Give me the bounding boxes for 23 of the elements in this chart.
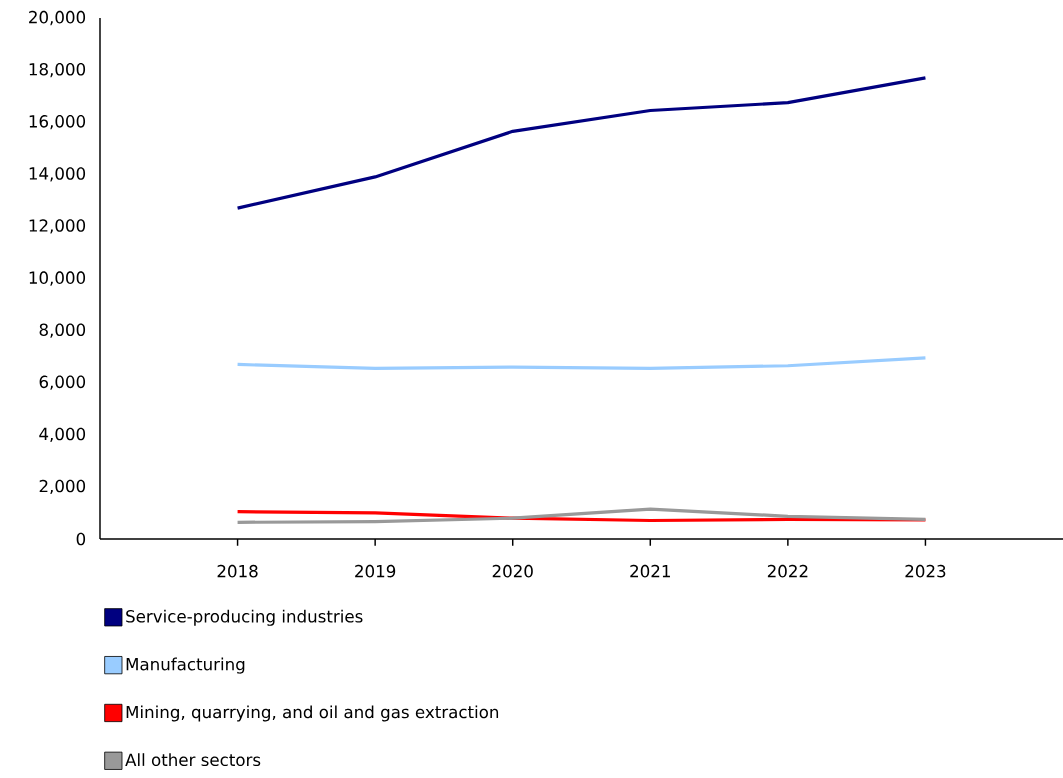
y-tick-label: 16,000 [29,115,86,130]
y-tick-label: 0 [76,532,86,546]
x-tick-label: 2019 [355,564,396,578]
line-series [235,76,928,210]
y-tick-label: 10,000 [29,271,86,286]
x-tick-label: 2018 [217,564,258,578]
legend-label: Mining, quarrying, and oil and gas extraction [126,705,499,722]
x-tick-label: 2023 [905,564,946,578]
y-tick-label: 4,000 [39,427,86,442]
y-tick-label: 8,000 [39,323,86,338]
y-tick-label: 20,000 [29,10,86,26]
legend-label: All other sectors [125,753,261,767]
legend-label: Service-producing industries [126,609,363,626]
x-tick-label: 2022 [767,564,808,578]
y-tick-label: 2,000 [39,479,86,495]
y-tick-label: 18,000 [29,62,86,78]
legend-label: Manufacturing [126,657,245,674]
y-tick-label: 12,000 [29,219,86,234]
x-tick-label: 2020 [492,564,533,578]
y-tick-label: 14,000 [29,167,86,182]
line-series [235,356,928,370]
x-tick-label: 2021 [630,564,670,578]
y-tick-label: 6,000 [39,375,86,390]
